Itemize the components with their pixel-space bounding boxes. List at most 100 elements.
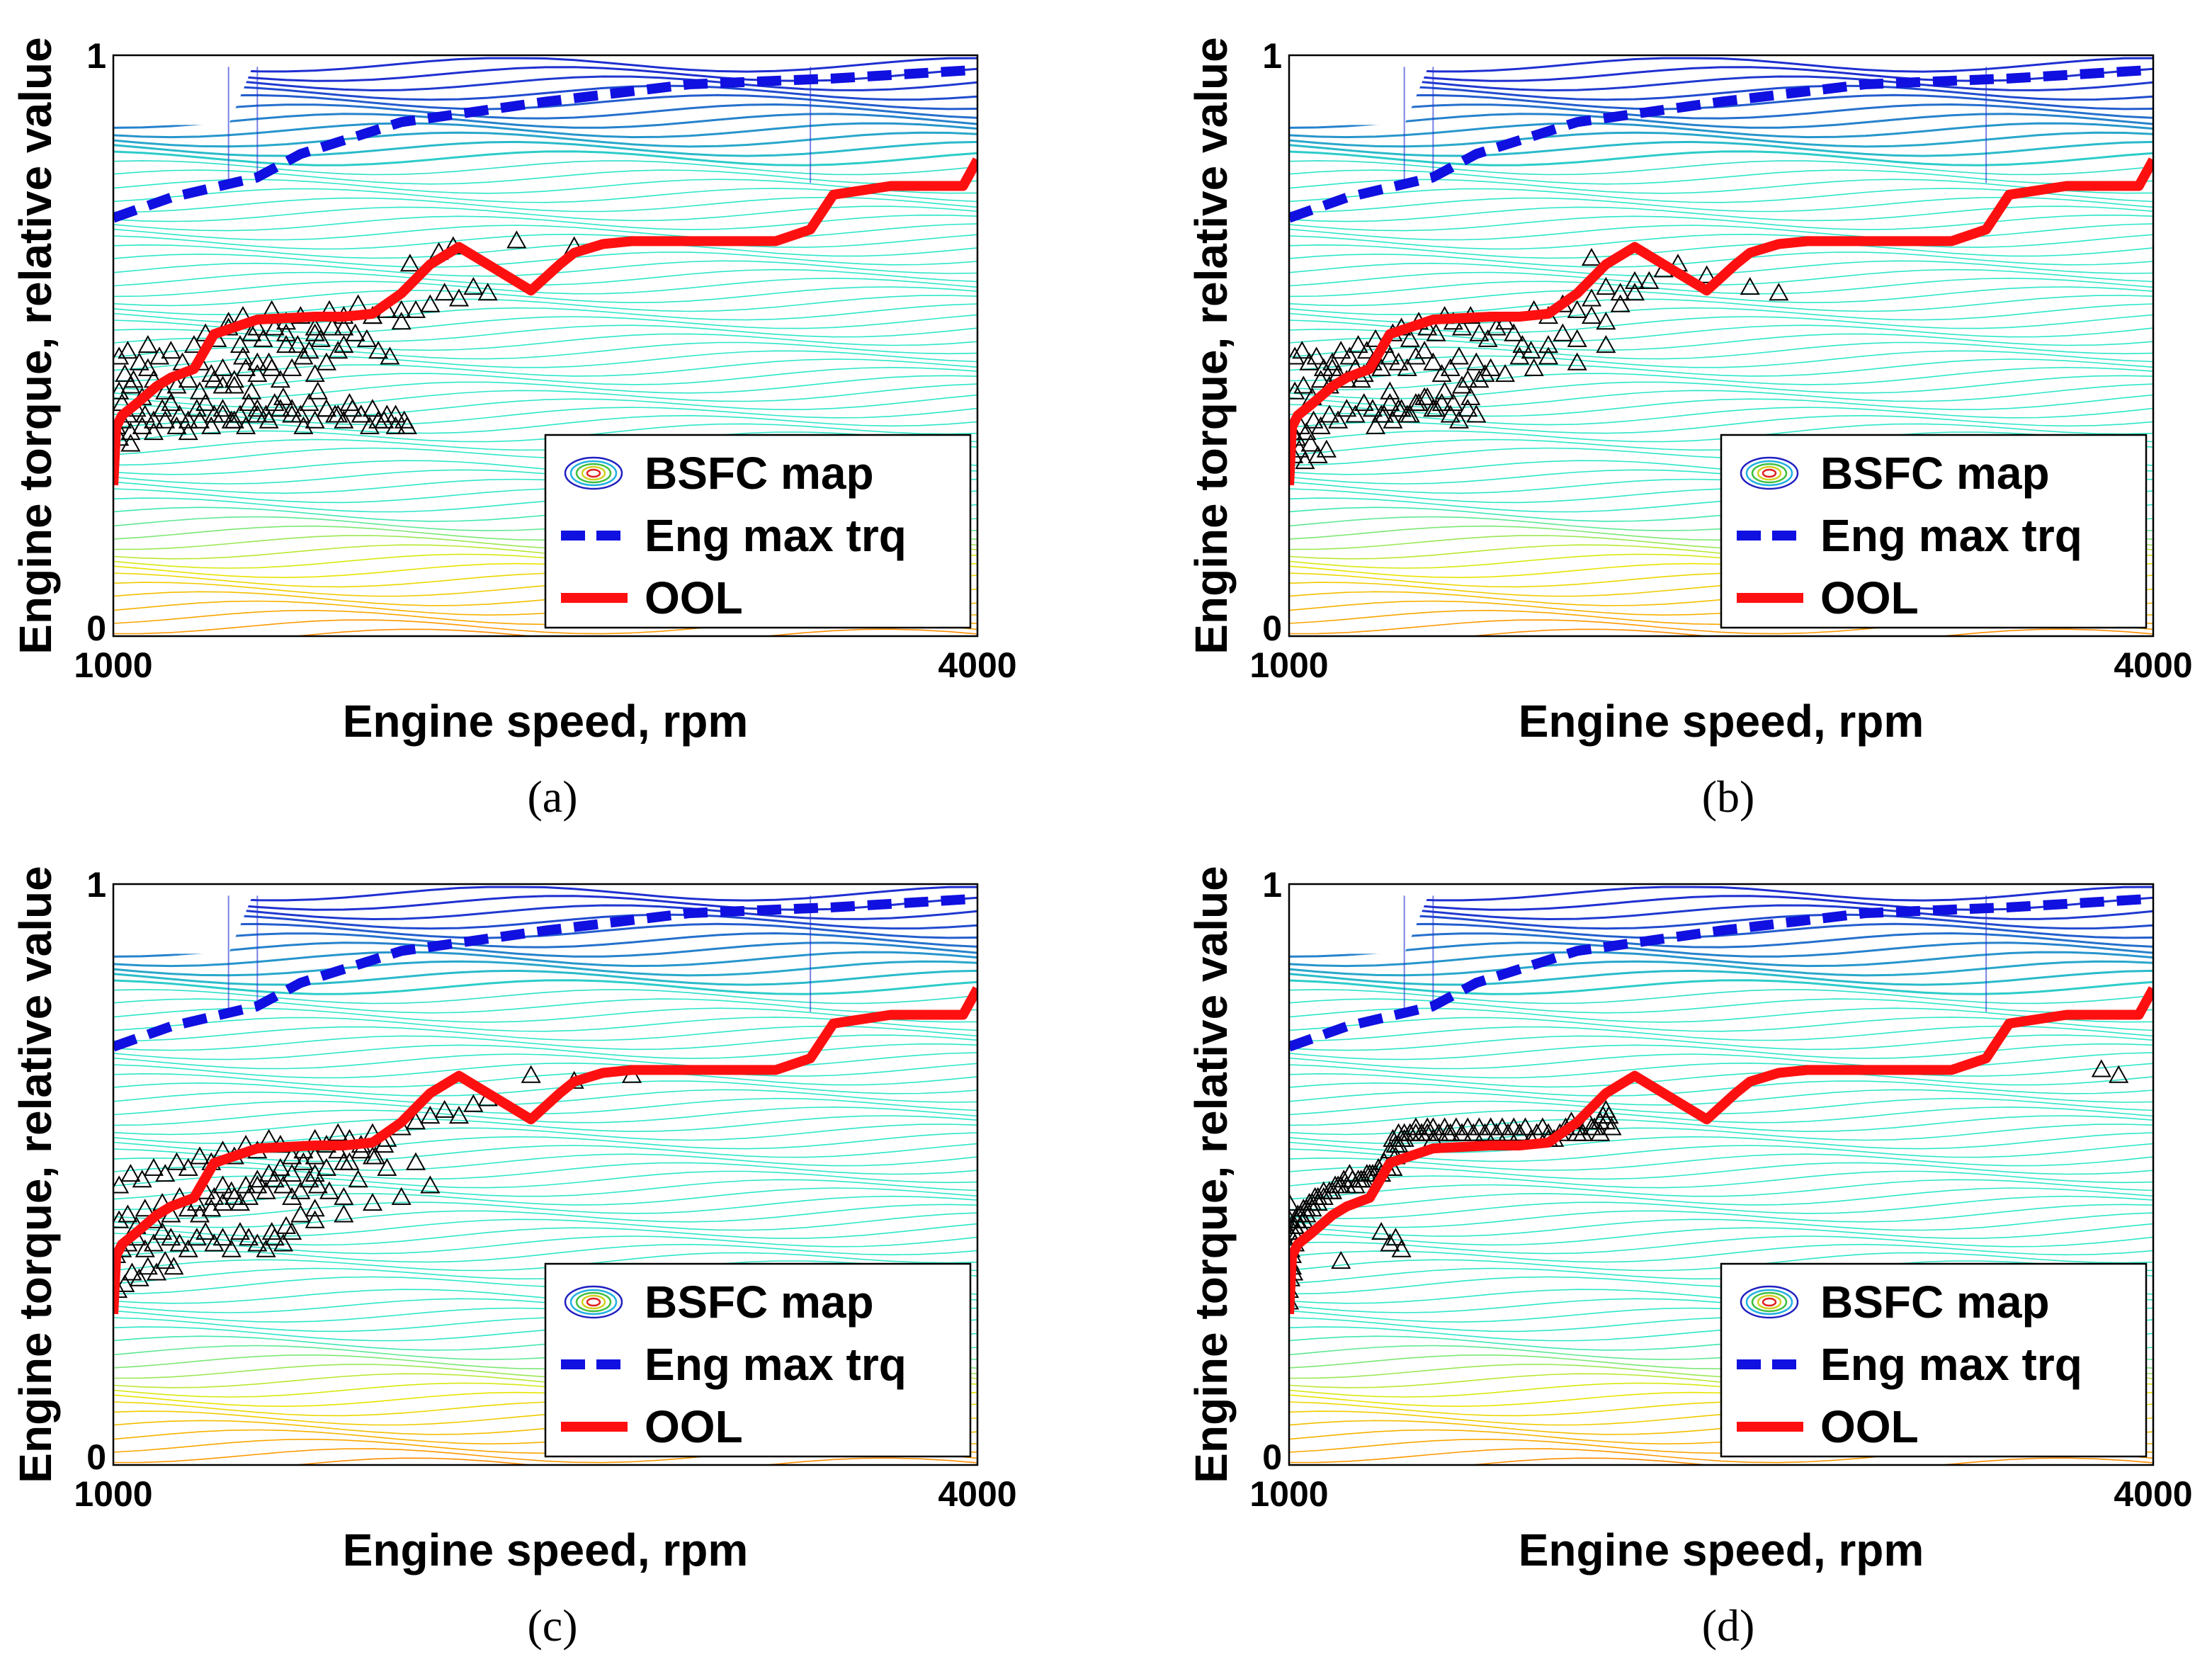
legend-entry-ool: OOL bbox=[645, 1401, 743, 1452]
bsfc-contour-line bbox=[1289, 233, 2153, 250]
bsfc-contour-line bbox=[113, 350, 977, 371]
operating-point bbox=[1431, 363, 1452, 383]
operating-point bbox=[1434, 381, 1455, 400]
operating-point bbox=[1581, 305, 1602, 324]
operating-point bbox=[377, 1158, 397, 1176]
bsfc-contour-line bbox=[113, 277, 977, 298]
operating-point bbox=[161, 341, 181, 359]
map-blank-region bbox=[113, 55, 258, 125]
operating-point bbox=[229, 1192, 250, 1211]
x-axis-label: Engine speed, rpm bbox=[343, 696, 749, 747]
operating-point bbox=[1504, 323, 1524, 341]
operating-point bbox=[1385, 1228, 1406, 1246]
operating-point bbox=[1581, 288, 1602, 307]
operating-point bbox=[1380, 392, 1400, 412]
operating-point bbox=[204, 1233, 225, 1252]
operating-point bbox=[334, 410, 354, 429]
operating-point bbox=[1610, 294, 1630, 312]
operating-point bbox=[322, 317, 343, 336]
operating-point bbox=[247, 352, 268, 370]
operating-point bbox=[1696, 265, 1717, 283]
operating-point bbox=[1337, 399, 1357, 417]
operating-point bbox=[319, 1181, 340, 1199]
operating-point bbox=[1423, 352, 1444, 370]
operating-point bbox=[143, 1233, 164, 1252]
operating-point bbox=[1322, 358, 1343, 376]
bsfc-contour-line bbox=[1289, 1204, 2153, 1228]
operating-point bbox=[224, 1187, 244, 1205]
bsfc-contour-line bbox=[1289, 1235, 2153, 1255]
operating-point bbox=[247, 363, 268, 383]
operating-point bbox=[113, 1175, 130, 1194]
operating-point bbox=[305, 1146, 325, 1165]
operating-point bbox=[224, 375, 244, 394]
operating-point bbox=[195, 1221, 216, 1240]
legend-entry-bsfc-map: BSFC map bbox=[1820, 1277, 2050, 1328]
operating-point bbox=[232, 346, 254, 365]
operating-point bbox=[1331, 341, 1351, 359]
operating-point bbox=[1345, 404, 1366, 423]
operating-point bbox=[521, 1065, 541, 1083]
operating-point bbox=[152, 1221, 173, 1240]
operating-point bbox=[1331, 1250, 1351, 1269]
bsfc-contour-line bbox=[113, 295, 977, 315]
legend-entry-eng-max-trq: Eng max trq bbox=[1820, 510, 2082, 561]
operating-point bbox=[1383, 410, 1403, 429]
operating-point bbox=[1443, 392, 1463, 412]
operating-point bbox=[288, 334, 308, 353]
operating-point bbox=[189, 381, 210, 400]
operating-point bbox=[391, 312, 412, 330]
operating-point bbox=[1469, 323, 1490, 341]
operating-point bbox=[290, 1181, 311, 1199]
bsfc-contour-line bbox=[113, 1204, 977, 1228]
operating-point bbox=[212, 358, 233, 376]
panel-caption: (a) bbox=[527, 771, 577, 822]
operating-point bbox=[316, 1158, 336, 1176]
operating-point bbox=[391, 1187, 412, 1205]
ool-line bbox=[1289, 986, 2153, 1315]
y-tick-label: 1 bbox=[1262, 865, 1282, 905]
operating-point bbox=[305, 1163, 325, 1182]
operating-point bbox=[129, 1268, 149, 1286]
operating-point bbox=[259, 410, 279, 429]
operating-point bbox=[290, 1204, 311, 1223]
operating-point bbox=[299, 1170, 319, 1188]
bsfc-contour-line bbox=[113, 1162, 977, 1180]
operating-point bbox=[1624, 283, 1645, 301]
operating-point bbox=[293, 346, 314, 365]
operating-point bbox=[1293, 375, 1314, 394]
operating-point bbox=[397, 416, 417, 434]
bsfc-contour-line bbox=[113, 1106, 977, 1126]
bsfc-contour-line bbox=[1289, 1212, 2153, 1237]
operating-points bbox=[113, 230, 584, 452]
operating-point bbox=[1302, 1199, 1322, 1217]
y-axis-label: Engine torque, relative value bbox=[1186, 37, 1237, 654]
operating-point bbox=[1426, 399, 1446, 417]
operating-point bbox=[305, 317, 325, 336]
bsfc-contour-line bbox=[1289, 1043, 2153, 1060]
bsfc-contour-line bbox=[113, 268, 977, 287]
operating-point bbox=[334, 334, 354, 353]
eng-max-trq-line bbox=[1289, 64, 2153, 223]
operating-point bbox=[122, 1262, 142, 1281]
operating-point bbox=[1296, 1204, 1317, 1223]
operating-point bbox=[310, 329, 331, 347]
operating-point bbox=[365, 1146, 386, 1165]
bsfc-contour-line bbox=[1289, 341, 2153, 360]
bsfc-contour-line bbox=[1289, 1034, 2153, 1051]
operating-point bbox=[307, 1175, 328, 1194]
axes-frame bbox=[112, 883, 979, 1466]
operating-point bbox=[221, 1239, 242, 1257]
eng-max-trq-line bbox=[1289, 893, 2153, 1052]
operating-point bbox=[256, 1239, 276, 1257]
operating-point bbox=[164, 1257, 184, 1275]
operating-point bbox=[1417, 1117, 1438, 1136]
bsfc-contour-line bbox=[113, 223, 977, 241]
operating-point bbox=[1380, 346, 1400, 365]
ool-line bbox=[113, 986, 977, 1315]
operating-point bbox=[137, 334, 158, 353]
y-tick-label: 0 bbox=[86, 1437, 106, 1477]
